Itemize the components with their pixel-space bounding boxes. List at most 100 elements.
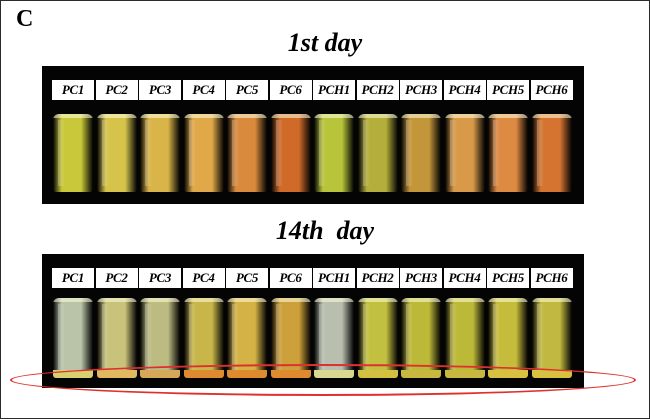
- day14-photo: PC1 PC2 PC3 PC4 PC5 PC6 PCH1 PCH2 PCH3 PCH4 PCH5 PC…: [42, 254, 584, 388]
- vial-meniscus: [96, 114, 137, 118]
- vial-pc1: [53, 298, 93, 378]
- vial-pc5: [227, 114, 267, 192]
- vial-pc2: [96, 114, 137, 192]
- vial-meniscus: [270, 114, 311, 118]
- vial-sediment: [140, 370, 180, 378]
- vial-glass-reflection: [145, 120, 152, 186]
- vial-pc2: [96, 298, 137, 378]
- vial-pc3: [140, 114, 180, 192]
- vial-meniscus: [401, 114, 441, 118]
- vial-glass-reflection: [362, 304, 370, 372]
- vial-glass-reflection: [362, 120, 370, 186]
- vial-glass-reflection: [319, 304, 326, 372]
- vial-glass-reflection: [536, 304, 544, 372]
- panel-letter: C: [16, 6, 34, 32]
- vial-meniscus: [488, 114, 528, 118]
- vial-pch5: [488, 114, 528, 192]
- vial-glass-reflection: [536, 120, 544, 186]
- vial-label-pc3: PC3: [139, 268, 181, 288]
- vial-label-pch1: PCH1: [313, 268, 355, 288]
- vial-glass-reflection: [406, 304, 413, 372]
- vial-meniscus: [531, 114, 572, 118]
- vial-meniscus: [444, 298, 485, 302]
- vial-glass-reflection: [319, 120, 326, 186]
- vial-label-pc1: PC1: [52, 268, 94, 288]
- vial-label-pch2: PCH2: [356, 268, 399, 288]
- vial-glass-reflection: [58, 120, 65, 186]
- vial-sediment: [53, 370, 93, 378]
- vial-sediment: [227, 370, 267, 378]
- vial-glass-reflection: [232, 304, 239, 372]
- vial-pc4: [183, 298, 224, 378]
- vial-sediment: [270, 370, 311, 378]
- vial-meniscus: [183, 298, 224, 302]
- vial-label-pch4: PCH4: [443, 268, 486, 288]
- vial-glass-reflection: [275, 304, 283, 372]
- vial-meniscus: [488, 298, 528, 302]
- vial-pch2: [357, 114, 398, 192]
- vial-label-pc1: PC1: [52, 80, 94, 100]
- vial-glass-reflection: [145, 304, 152, 372]
- vial-pc6: [270, 114, 311, 192]
- vial-meniscus: [53, 114, 93, 118]
- vial-glass-reflection: [232, 120, 239, 186]
- vial-pch1: [314, 298, 354, 378]
- vial-meniscus: [53, 298, 93, 302]
- vial-label-pc5: PC5: [226, 268, 268, 288]
- vial-label-pch1: PCH1: [313, 80, 355, 100]
- vial-label-pch3: PCH3: [400, 80, 442, 100]
- vial-sediment: [314, 370, 354, 378]
- vial-meniscus: [357, 298, 398, 302]
- vial-pc1: [53, 114, 93, 192]
- vial-label-pch6: PCH6: [530, 80, 573, 100]
- vial-pc6: [270, 298, 311, 378]
- vial-glass-reflection: [449, 120, 457, 186]
- vial-meniscus: [314, 298, 354, 302]
- vial-label-pch4: PCH4: [443, 80, 486, 100]
- vial-sediment: [357, 370, 398, 378]
- vial-glass-reflection: [188, 120, 196, 186]
- vial-sediment: [401, 370, 441, 378]
- vial-glass-reflection: [101, 304, 109, 372]
- vial-label-pch5: PCH5: [487, 80, 529, 100]
- vial-sediment: [531, 370, 572, 378]
- vial-pch3: [401, 114, 441, 192]
- vial-label-pc6: PC6: [269, 268, 312, 288]
- vial-pch3: [401, 298, 441, 378]
- vial-label-pch6: PCH6: [530, 268, 573, 288]
- vial-sediment: [444, 370, 485, 378]
- vial-meniscus: [140, 298, 180, 302]
- day1-photo: PC1 PC2 PC3 PC4 PC5 PC6 PCH1 PCH2 PCH3 PCH4 PCH5 PC…: [42, 66, 584, 204]
- vial-glass-reflection: [406, 120, 413, 186]
- vial-label-pch3: PCH3: [400, 268, 442, 288]
- vial-label-pc4: PC4: [182, 268, 225, 288]
- vial-label-pch5: PCH5: [487, 268, 529, 288]
- vial-glass-reflection: [188, 304, 196, 372]
- vial-pch4: [444, 298, 485, 378]
- vial-meniscus: [183, 114, 224, 118]
- vial-meniscus: [314, 114, 354, 118]
- vial-meniscus: [227, 114, 267, 118]
- vial-label-pch2: PCH2: [356, 80, 399, 100]
- vial-label-pc4: PC4: [182, 80, 225, 100]
- vial-pch6: [531, 298, 572, 378]
- vial-pc4: [183, 114, 224, 192]
- vial-pc3: [140, 298, 180, 378]
- vial-meniscus: [96, 298, 137, 302]
- vial-meniscus: [227, 298, 267, 302]
- vial-pch2: [357, 298, 398, 378]
- vial-meniscus: [401, 298, 441, 302]
- vial-pch4: [444, 114, 485, 192]
- vial-glass-reflection: [493, 304, 500, 372]
- vial-glass-reflection: [101, 120, 109, 186]
- vial-pch5: [488, 298, 528, 378]
- vial-meniscus: [444, 114, 485, 118]
- vial-pc5: [227, 298, 267, 378]
- vial-sediment: [183, 370, 224, 378]
- vial-meniscus: [531, 298, 572, 302]
- vial-pch6: [531, 114, 572, 192]
- vial-glass-reflection: [275, 120, 283, 186]
- vial-label-pc6: PC6: [269, 80, 312, 100]
- vial-glass-reflection: [58, 304, 65, 372]
- vial-sediment: [96, 370, 137, 378]
